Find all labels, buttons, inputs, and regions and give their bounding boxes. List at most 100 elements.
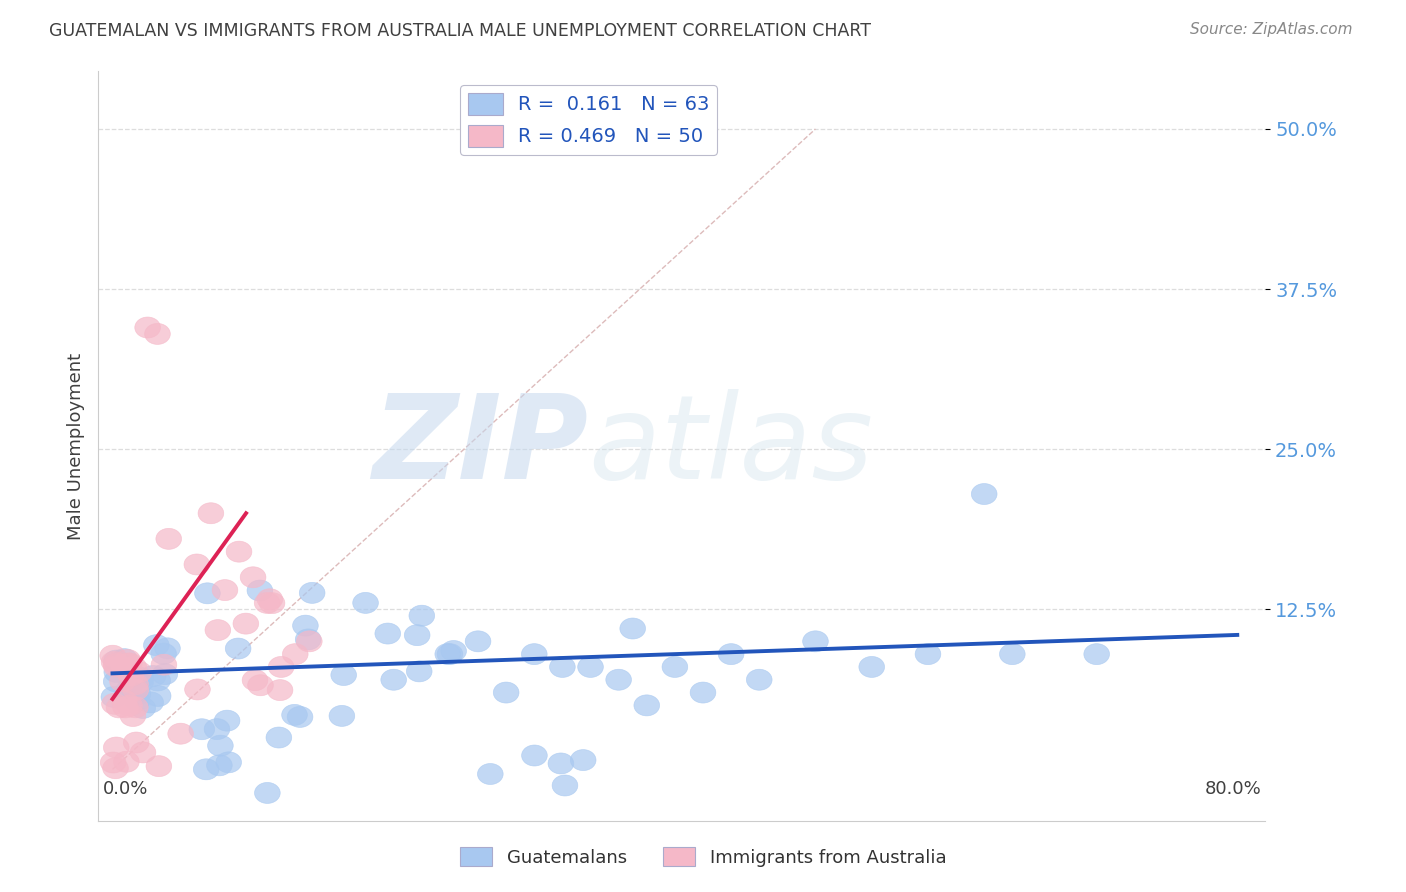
Ellipse shape <box>247 580 273 601</box>
Ellipse shape <box>110 671 135 692</box>
Ellipse shape <box>226 541 252 562</box>
Ellipse shape <box>381 669 406 690</box>
Ellipse shape <box>146 756 172 777</box>
Ellipse shape <box>465 631 491 652</box>
Ellipse shape <box>259 592 285 614</box>
Ellipse shape <box>150 643 177 665</box>
Ellipse shape <box>122 680 149 700</box>
Ellipse shape <box>353 592 378 614</box>
Ellipse shape <box>104 650 129 671</box>
Ellipse shape <box>105 697 132 718</box>
Legend: R =  0.161   N = 63, R = 0.469   N = 50: R = 0.161 N = 63, R = 0.469 N = 50 <box>460 85 717 155</box>
Ellipse shape <box>188 719 215 739</box>
Ellipse shape <box>208 735 233 756</box>
Ellipse shape <box>217 752 242 772</box>
Ellipse shape <box>1000 644 1025 665</box>
Ellipse shape <box>101 651 127 673</box>
Ellipse shape <box>128 672 153 693</box>
Ellipse shape <box>375 624 401 644</box>
Ellipse shape <box>145 324 170 344</box>
Ellipse shape <box>204 719 229 739</box>
Ellipse shape <box>100 645 125 666</box>
Ellipse shape <box>254 782 280 804</box>
Text: ZIP: ZIP <box>373 389 589 503</box>
Ellipse shape <box>578 657 603 677</box>
Ellipse shape <box>156 528 181 549</box>
Ellipse shape <box>117 695 142 716</box>
Ellipse shape <box>441 640 467 662</box>
Ellipse shape <box>548 753 574 774</box>
Ellipse shape <box>167 723 194 744</box>
Ellipse shape <box>571 749 596 771</box>
Ellipse shape <box>104 671 129 692</box>
Ellipse shape <box>115 680 142 700</box>
Ellipse shape <box>292 615 318 636</box>
Ellipse shape <box>111 657 138 679</box>
Ellipse shape <box>915 644 941 665</box>
Ellipse shape <box>233 613 259 634</box>
Ellipse shape <box>111 690 138 711</box>
Ellipse shape <box>104 737 129 758</box>
Ellipse shape <box>281 705 308 725</box>
Ellipse shape <box>437 644 463 665</box>
Ellipse shape <box>122 697 148 718</box>
Ellipse shape <box>662 657 688 677</box>
Ellipse shape <box>141 665 166 687</box>
Text: GUATEMALAN VS IMMIGRANTS FROM AUSTRALIA MALE UNEMPLOYMENT CORRELATION CHART: GUATEMALAN VS IMMIGRANTS FROM AUSTRALIA … <box>49 22 872 40</box>
Ellipse shape <box>257 589 283 610</box>
Ellipse shape <box>121 679 146 700</box>
Legend: Guatemalans, Immigrants from Australia: Guatemalans, Immigrants from Australia <box>453 840 953 874</box>
Ellipse shape <box>266 727 291 748</box>
Text: 80.0%: 80.0% <box>1205 780 1261 797</box>
Ellipse shape <box>295 629 321 650</box>
Ellipse shape <box>297 631 322 652</box>
Ellipse shape <box>299 582 325 603</box>
Ellipse shape <box>329 706 354 726</box>
Ellipse shape <box>145 685 172 706</box>
Ellipse shape <box>155 638 180 659</box>
Ellipse shape <box>125 683 150 705</box>
Ellipse shape <box>120 706 146 726</box>
Text: atlas: atlas <box>589 389 873 503</box>
Ellipse shape <box>406 661 432 681</box>
Ellipse shape <box>100 752 127 773</box>
Ellipse shape <box>128 667 153 689</box>
Ellipse shape <box>103 757 128 779</box>
Ellipse shape <box>803 631 828 652</box>
Ellipse shape <box>434 644 461 665</box>
Ellipse shape <box>405 624 430 646</box>
Ellipse shape <box>143 635 169 656</box>
Ellipse shape <box>101 693 128 714</box>
Ellipse shape <box>152 664 177 685</box>
Ellipse shape <box>205 620 231 640</box>
Ellipse shape <box>127 662 152 682</box>
Ellipse shape <box>283 644 308 665</box>
Ellipse shape <box>409 605 434 626</box>
Ellipse shape <box>247 674 273 696</box>
Ellipse shape <box>207 755 232 776</box>
Ellipse shape <box>522 745 547 766</box>
Ellipse shape <box>118 665 143 686</box>
Ellipse shape <box>254 592 280 614</box>
Ellipse shape <box>103 654 129 674</box>
Y-axis label: Male Unemployment: Male Unemployment <box>66 352 84 540</box>
Ellipse shape <box>115 649 141 671</box>
Ellipse shape <box>121 657 146 678</box>
Ellipse shape <box>194 582 221 604</box>
Text: 0.0%: 0.0% <box>103 780 148 797</box>
Ellipse shape <box>972 483 997 505</box>
Ellipse shape <box>287 706 314 727</box>
Ellipse shape <box>112 697 138 718</box>
Ellipse shape <box>114 751 139 772</box>
Ellipse shape <box>478 764 503 784</box>
Ellipse shape <box>225 638 252 659</box>
Ellipse shape <box>122 673 149 695</box>
Ellipse shape <box>214 710 240 731</box>
Ellipse shape <box>494 682 519 703</box>
Ellipse shape <box>718 644 744 665</box>
Ellipse shape <box>135 317 160 338</box>
Ellipse shape <box>198 503 224 524</box>
Ellipse shape <box>194 759 219 780</box>
Ellipse shape <box>212 580 238 600</box>
Ellipse shape <box>634 695 659 716</box>
